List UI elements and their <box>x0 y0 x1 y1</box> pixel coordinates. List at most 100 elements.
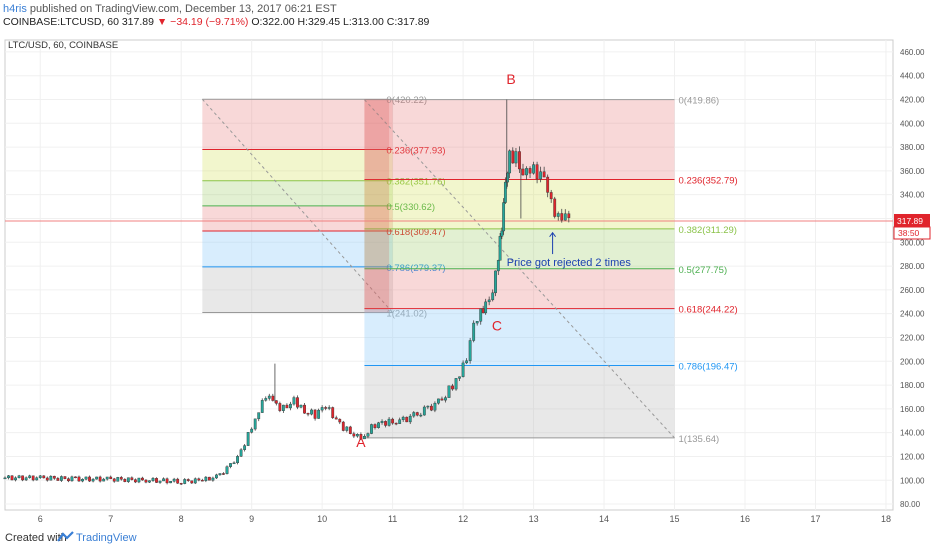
y-tick-label: 240.00 <box>900 310 925 319</box>
candle-body <box>105 476 109 480</box>
footer: Created with TradingView <box>0 527 932 550</box>
candle-body <box>387 418 391 426</box>
candle-body <box>193 478 197 484</box>
candle-body <box>183 479 187 484</box>
candle-body <box>542 171 546 178</box>
candle-body <box>70 476 74 482</box>
fib-trend-line <box>364 99 675 439</box>
candle-body <box>472 322 476 341</box>
fib-level-label: 0.382(351.76) <box>386 177 445 188</box>
y-tick-label: 180.00 <box>900 381 925 390</box>
candle-body <box>155 478 158 483</box>
candle-body <box>491 292 495 301</box>
fib-level-label: 0.382(311.29) <box>679 225 737 236</box>
candle-body <box>232 462 236 465</box>
countdown-tag <box>893 226 931 240</box>
fib-overlap-band <box>364 99 390 313</box>
candle-body <box>454 378 458 390</box>
candle-body <box>215 474 218 479</box>
price-change: ▼ −34.19 (−9.71%) <box>156 16 249 28</box>
candle-body <box>222 473 225 475</box>
candle-body <box>313 409 317 419</box>
symbol-line: COINBASE:LTCUSD, 60 317.89 <box>3 16 154 28</box>
candle-body <box>405 416 409 423</box>
candle-body <box>239 449 243 457</box>
annotation-text: Price got rejected 2 times <box>507 257 632 269</box>
candle-body <box>352 433 356 437</box>
candle-body <box>42 475 46 479</box>
price-chart[interactable]: 6 7 8 9 10 11 12 13 14 15 16 17 18 80.00 100.00 120.00 1… <box>0 0 932 527</box>
candle-body <box>278 403 282 411</box>
candle-body <box>63 476 67 479</box>
candle-body <box>197 478 201 481</box>
candle-body <box>137 477 141 483</box>
candle-body <box>229 463 232 467</box>
candle-body <box>35 477 39 481</box>
candle-body <box>320 407 324 411</box>
candle-body <box>281 404 285 411</box>
candle-body <box>384 421 387 426</box>
candle-body <box>437 398 440 404</box>
candle-body <box>398 419 402 424</box>
candle-body <box>176 478 180 484</box>
published-text: published on TradingView.com, December 1… <box>29 3 337 15</box>
candle-body <box>498 236 502 261</box>
candle-body <box>91 478 95 482</box>
candle-body <box>306 413 310 415</box>
fib-zone <box>364 268 675 309</box>
candle-body <box>514 151 518 164</box>
fib-zone <box>364 365 675 438</box>
y-tick-label: 100.00 <box>900 476 925 485</box>
candle-body <box>508 150 512 174</box>
y-tick-label: 380.00 <box>900 143 925 152</box>
candle-body <box>380 421 384 423</box>
x-tick-label: 7 <box>108 514 113 524</box>
candle-body <box>7 475 10 479</box>
annotation-arrowhead <box>549 231 556 238</box>
x-tick-label: 6 <box>38 514 43 524</box>
candle-body <box>539 171 543 180</box>
candle-body <box>190 480 194 484</box>
candle-body <box>317 409 321 419</box>
candle-body <box>144 479 148 483</box>
candle-body <box>45 477 49 481</box>
candle-body <box>285 404 289 409</box>
candle-body <box>112 478 116 482</box>
candle-body <box>479 308 483 322</box>
fib-zone <box>202 180 393 206</box>
price-tag-value: 317.89 <box>897 216 923 226</box>
x-tick-label: 12 <box>458 514 468 524</box>
candle-body <box>377 422 380 428</box>
y-tick-label: 200.00 <box>900 357 925 366</box>
author-link[interactable]: h4ris <box>3 3 27 15</box>
countdown-value: 38:50 <box>898 228 920 238</box>
y-tick-label: 460.00 <box>900 48 925 57</box>
candle-body <box>200 479 204 482</box>
candle-body <box>271 395 275 401</box>
candle-body <box>109 476 113 480</box>
y-tick-label: 280.00 <box>900 262 925 271</box>
candle-body <box>345 426 349 431</box>
candle-body <box>348 426 352 434</box>
candle-body <box>257 412 261 420</box>
y-tick-label: 340.00 <box>900 191 925 200</box>
fib-level-label: 0.786(196.47) <box>679 361 738 372</box>
tradingview-brand[interactable]: TradingView <box>76 532 137 544</box>
candle-body <box>419 414 423 417</box>
candle-body <box>500 230 504 237</box>
candle-body <box>415 412 419 416</box>
candle-body <box>49 475 53 481</box>
candle-body <box>151 478 155 481</box>
candle-body <box>444 397 447 401</box>
candle-body <box>17 475 21 479</box>
x-tick-label: 18 <box>881 514 891 524</box>
x-tick-label: 14 <box>599 514 609 524</box>
candle-body <box>468 340 472 361</box>
candle-body <box>204 476 208 481</box>
y-tick-label: 80.00 <box>900 500 921 509</box>
chart-header: h4ris published on TradingView.com, Dece… <box>0 0 932 30</box>
candle-body <box>518 151 521 170</box>
candle-body <box>24 477 28 481</box>
candle-body <box>366 433 370 437</box>
candle-body <box>218 473 222 476</box>
